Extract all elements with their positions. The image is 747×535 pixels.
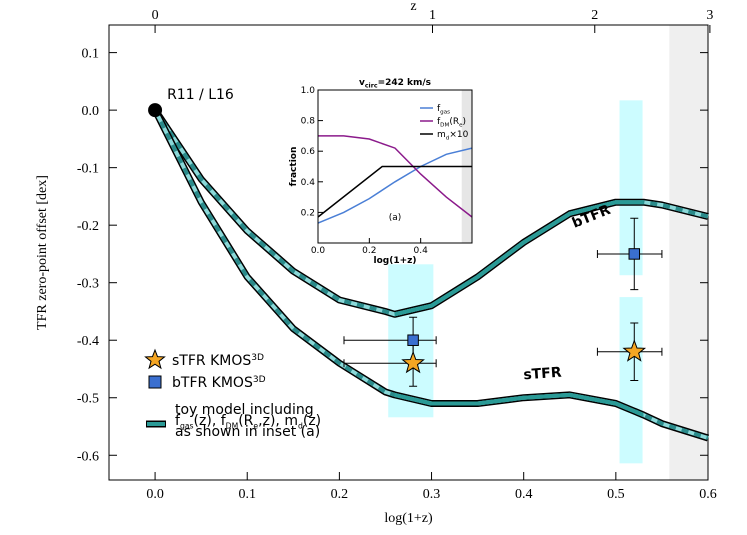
text-part: (z), f: [194, 413, 227, 429]
main-plot: 0.0 0.1 0.2 0.3 0.4 0.5 0.6 -0.6 -0.5 -0.4 -0.3 -0.…: [35, 0, 717, 526]
x-tick-label: 0.0: [311, 246, 326, 256]
model-curve-solid: [394, 392, 644, 418]
text-part: (R: [238, 413, 253, 429]
text-part: 3D: [251, 353, 264, 363]
y-tick-label: 0.6: [301, 147, 316, 157]
shaded-region: [669, 25, 708, 480]
legend-label: toy model including: [175, 402, 314, 418]
text-part: gas: [180, 421, 194, 430]
x2-tick-label: 3: [706, 8, 713, 23]
text-part: toy model including: [175, 402, 314, 418]
x-tick-label: 0.2: [331, 487, 349, 502]
square-marker: [407, 334, 419, 346]
band: [619, 100, 643, 276]
text-part: e: [459, 122, 463, 128]
inset-line: [317, 165, 472, 218]
reference-label: R11 / L16: [167, 87, 234, 103]
model-curve-solid: [394, 200, 644, 317]
text-part: m: [437, 130, 446, 140]
y-tick-label: 0.4: [301, 178, 316, 188]
x-error-bar: [343, 359, 437, 368]
text-part: f: [437, 117, 441, 127]
x-axis-label: log(1+z): [374, 256, 417, 266]
x-tick-label: 0.1: [238, 487, 256, 502]
text-part: (z): [303, 413, 321, 429]
legend-swatch: [148, 375, 162, 389]
legend-label: bTFR KMOS3D: [172, 375, 266, 391]
x-tick-label: 0.4: [515, 487, 533, 502]
legend-label: fgas: [437, 104, 450, 115]
y-tick-label: 0.8: [301, 117, 316, 127]
legend-label: md×10: [437, 130, 469, 141]
text-part: DM: [440, 122, 449, 128]
text-part: f: [175, 413, 181, 429]
text-part: ×10: [449, 130, 468, 140]
x-tick-label: 0.5: [607, 487, 625, 502]
star-marker: [401, 350, 425, 374]
y-tick-label: 0.1: [82, 47, 100, 62]
x-error-bar: [343, 336, 437, 345]
text-part: DM: [226, 421, 239, 430]
text-part: ): [463, 117, 467, 127]
x2-axis-label: z: [410, 0, 416, 14]
text-part: as shown in inset (a): [175, 424, 320, 440]
text-part: sTFR KMOS: [172, 353, 251, 369]
legend-label: sTFR KMOS3D: [172, 353, 264, 369]
legend-label: as shown in inset (a): [175, 424, 320, 440]
y-tick-label: -0.4: [77, 334, 99, 349]
x2-tick-label: 1: [429, 8, 436, 23]
x-axis-label: log(1+z): [384, 511, 433, 526]
inset-line: [318, 135, 473, 218]
y-tick-label: -0.2: [77, 219, 99, 234]
x2-tick-label: 0: [152, 8, 159, 23]
inset-annotation: (a): [389, 213, 402, 223]
text-part: gas: [440, 109, 450, 115]
y-tick-label: 1.0: [301, 86, 316, 96]
square-marker: [628, 248, 641, 260]
y-axis-label: TFR zero-point offset [dex]: [35, 175, 50, 330]
reference-point: [148, 103, 163, 118]
text-part: 3D: [253, 375, 266, 385]
curve-label: sTFR: [523, 365, 562, 384]
y-tick-label: -0.1: [77, 162, 99, 177]
text-part: e: [253, 421, 258, 430]
y-tick-label: 0.2: [301, 208, 315, 218]
legend-swatch: [144, 348, 166, 370]
text-part: f: [437, 104, 441, 114]
x-tick-label: 0.6: [699, 487, 717, 502]
inset-plot: 0.0 0.2 0.40.20.40.60.81.0fgasfDM(Re)md×10…: [289, 78, 473, 266]
text-part: circ: [365, 83, 378, 90]
text-part: ,z), m: [258, 413, 298, 429]
plot-frame: [108, 24, 709, 481]
y-tick-label: -0.5: [77, 392, 99, 407]
y-tick-label: 0.0: [82, 104, 100, 119]
x2-tick-label: 2: [591, 8, 598, 23]
y-axis-label: fraction: [289, 147, 299, 187]
text-part: (R: [449, 117, 459, 127]
text-part: bTFR KMOS: [172, 375, 253, 391]
x-tick-label: 0.4: [414, 246, 429, 256]
text-part: =242 km/s: [378, 78, 431, 88]
inset-title: vcirc=242 km/s: [359, 78, 431, 90]
star-marker: [622, 339, 647, 362]
legend-label: fgas(z), fDM(Re,z), md(z): [175, 413, 321, 430]
inset-line: [317, 147, 473, 224]
legend-label: fDM(Re): [437, 117, 466, 128]
y-tick-label: -0.6: [77, 449, 99, 464]
x-tick-label: 0.2: [362, 246, 376, 256]
text-part: d: [446, 135, 450, 141]
y-tick-label: -0.3: [77, 277, 99, 292]
x-tick-label: 0.0: [146, 487, 164, 502]
text-part: d: [298, 421, 303, 430]
x-tick-label: 0.3: [423, 487, 441, 502]
text-part: v: [359, 78, 365, 88]
inset-frame: [317, 89, 473, 244]
model-curve-dash: [153, 108, 709, 317]
